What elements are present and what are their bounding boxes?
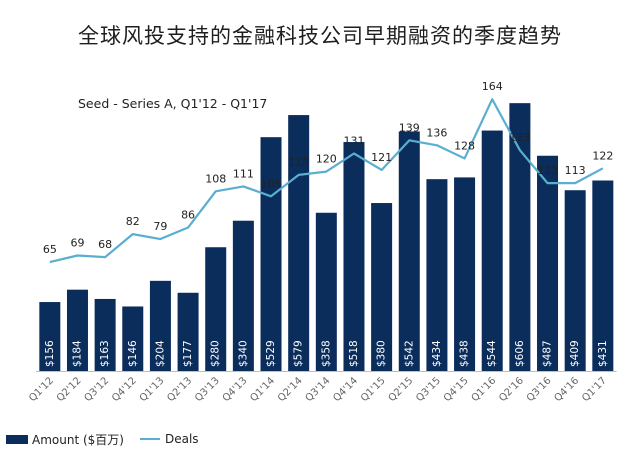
- deals-value-label-1: 69: [70, 237, 84, 250]
- bar-value-label-20: $431: [597, 340, 609, 367]
- x-tick-label-6: Q3'13: [193, 375, 222, 404]
- bar-amount-13: [398, 131, 420, 371]
- bar-amount-11: [343, 142, 365, 371]
- bar-amount-5: [177, 292, 199, 371]
- x-tick-label-20: Q1'17: [580, 375, 609, 404]
- chart-legend: Amount ($百万) Deals: [6, 430, 215, 448]
- deals-value-label-3: 82: [126, 215, 140, 228]
- bar-value-label-16: $544: [486, 340, 498, 367]
- bar-amount-3: [122, 306, 144, 371]
- bar-amount-9: [288, 115, 310, 371]
- bar-amount-14: [426, 179, 448, 371]
- deals-value-label-4: 79: [153, 220, 167, 233]
- bar-value-label-13: $542: [403, 340, 415, 367]
- x-tick-label-10: Q3'14: [304, 375, 333, 404]
- bar-amount-4: [149, 280, 171, 371]
- deals-value-label-6: 108: [205, 172, 226, 185]
- bar-value-label-4: $204: [154, 340, 166, 367]
- deals-value-label-8: 105: [261, 177, 282, 190]
- bar-amount-2: [94, 298, 116, 371]
- x-tick-label-3: Q4'12: [110, 375, 139, 404]
- deals-value-label-16: 164: [482, 80, 503, 93]
- bar-amount-15: [454, 177, 476, 371]
- deals-value-label-14: 136: [426, 126, 447, 139]
- x-tick-label-1: Q2'12: [55, 375, 84, 404]
- deals-value-label-20: 122: [592, 149, 613, 162]
- deals-value-label-17: 133: [509, 131, 530, 144]
- x-tick-label-0: Q1'12: [27, 375, 56, 404]
- chart-title: 全球风投支持的金融科技公司早期融资的季度趋势: [78, 24, 562, 48]
- deals-value-label-19: 113: [565, 164, 586, 177]
- x-tick-label-7: Q4'13: [221, 375, 250, 404]
- deals-value-label-10: 120: [316, 153, 337, 166]
- deals-value-label-7: 111: [233, 167, 254, 180]
- bar-amount-18: [537, 155, 559, 371]
- bar-amount-17: [509, 103, 531, 372]
- deals-value-label-12: 121: [371, 151, 392, 164]
- bar-value-label-12: $380: [376, 340, 388, 367]
- bar-value-label-6: $280: [210, 340, 222, 367]
- x-tick-label-15: Q4'15: [442, 375, 471, 404]
- legend-item-deals: Deals: [139, 432, 199, 446]
- deals-value-label-0: 65: [43, 243, 57, 256]
- bar-value-label-14: $434: [431, 340, 443, 367]
- bar-value-label-10: $358: [320, 340, 332, 367]
- x-tick-label-8: Q1'14: [248, 375, 277, 404]
- x-tick-label-17: Q2'16: [497, 375, 526, 404]
- bar-value-label-15: $438: [459, 340, 471, 367]
- legend-swatch-deals: [139, 438, 160, 440]
- bar-value-label-19: $409: [569, 340, 581, 367]
- bar-amount-8: [260, 137, 282, 371]
- bar-value-label-1: $184: [71, 340, 83, 367]
- x-tick-label-5: Q2'13: [165, 375, 194, 404]
- bar-value-label-9: $579: [293, 340, 305, 367]
- bar-amount-7: [232, 220, 254, 371]
- legend-swatch-amount: [6, 434, 28, 444]
- x-tick-label-18: Q3'16: [525, 375, 554, 404]
- bar-amount-0: [39, 302, 61, 371]
- bar-value-label-18: $487: [542, 340, 554, 367]
- deals-value-label-13: 139: [399, 121, 420, 134]
- bar-amount-1: [66, 289, 88, 371]
- x-tick-label-12: Q1'15: [359, 375, 388, 404]
- deals-line: [49, 98, 604, 264]
- deals-value-label-18: 113: [537, 164, 558, 177]
- bar-amount-12: [371, 203, 393, 371]
- x-tick-label-9: Q2'14: [276, 375, 305, 404]
- deals-value-label-15: 128: [454, 139, 475, 152]
- bar-value-label-3: $146: [127, 340, 139, 367]
- deals-value-label-5: 86: [181, 209, 195, 222]
- bar-amount-10: [315, 212, 337, 371]
- bar-value-label-2: $163: [99, 340, 111, 367]
- bar-amount-6: [205, 247, 227, 371]
- x-tick-label-2: Q3'12: [82, 375, 111, 404]
- bar-amount-16: [481, 130, 503, 371]
- bar-value-label-8: $529: [265, 340, 277, 367]
- bar-value-label-17: $606: [514, 340, 526, 367]
- deals-value-label-11: 131: [343, 135, 364, 148]
- bar-value-label-7: $340: [237, 340, 249, 367]
- x-tick-label-16: Q1'16: [470, 375, 499, 404]
- deals-value-label-2: 68: [98, 238, 112, 251]
- x-tick-label-14: Q3'15: [414, 375, 443, 404]
- x-tick-label-13: Q2'15: [387, 375, 416, 404]
- deals-value-label-9: 118: [288, 156, 309, 169]
- x-tick-label-11: Q4'14: [331, 375, 360, 404]
- bar-value-label-11: $518: [348, 340, 360, 367]
- x-tick-label-4: Q1'13: [138, 375, 167, 404]
- legend-label-amount: Amount ($百万): [32, 432, 124, 447]
- bar-value-label-0: $156: [44, 340, 56, 367]
- legend-label-deals: Deals: [164, 432, 199, 446]
- bar-value-label-5: $177: [182, 340, 194, 367]
- legend-item-amount: Amount ($百万): [6, 431, 124, 448]
- x-tick-label-19: Q4'16: [553, 375, 582, 404]
- bar-amount-19: [564, 190, 586, 371]
- chart-subtitle: Seed - Series A, Q1'12 - Q1'17: [78, 96, 268, 111]
- bar-amount-20: [592, 180, 614, 371]
